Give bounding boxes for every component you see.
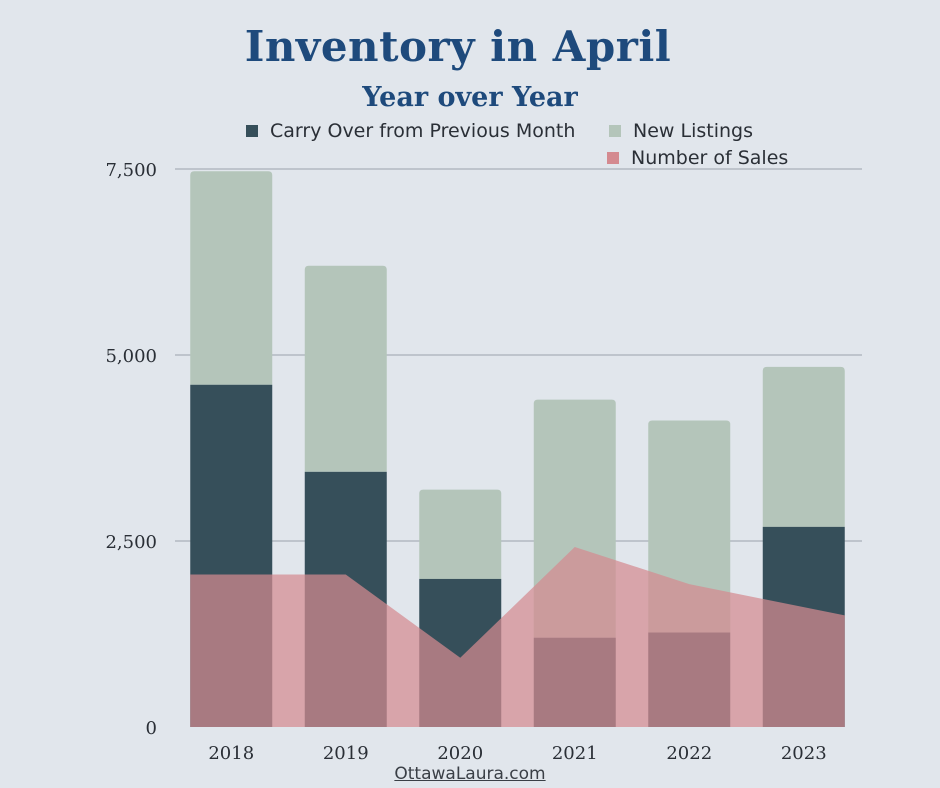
y-tick-label: 5,000 (105, 346, 157, 367)
legend-label-carry-over: Carry Over from Previous Month (270, 120, 576, 142)
x-tick-label: 2019 (323, 743, 369, 764)
y-tick-label: 0 (146, 718, 157, 739)
bar-new-listings (304, 265, 387, 472)
legend-swatch-new-listings (609, 125, 621, 137)
x-tick-label: 2023 (781, 743, 827, 764)
source-link[interactable]: OttawaLaura.com (394, 764, 546, 784)
y-tick-label: 2,500 (105, 532, 157, 553)
legend-item-sales: Number of Sales (607, 147, 788, 169)
bar-new-listings (190, 171, 273, 385)
x-tick-label: 2021 (552, 743, 598, 764)
legend-swatch-carry-over (246, 125, 258, 137)
legend-item-carry-over: Carry Over from Previous Month (246, 120, 575, 142)
bar-new-listings (419, 489, 502, 579)
bar-new-listings (762, 366, 845, 527)
y-tick-label: 7,500 (105, 160, 157, 181)
x-tick-label: 2022 (666, 743, 712, 764)
x-tick-label: 2020 (437, 743, 483, 764)
legend-label-sales: Number of Sales (631, 147, 789, 169)
chart-subtitle: Year over Year (362, 82, 578, 113)
x-tick-label: 2018 (208, 743, 254, 764)
legend-item-new-listings: New Listings (609, 120, 753, 142)
legend-swatch-sales (607, 152, 619, 164)
area-number-of-sales (190, 546, 845, 727)
chart-title: Inventory in April (244, 22, 672, 71)
legend-label-new-listings: New Listings (633, 120, 753, 142)
